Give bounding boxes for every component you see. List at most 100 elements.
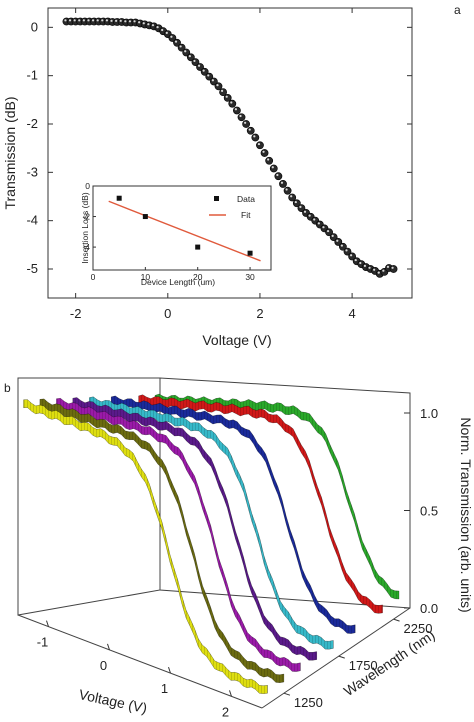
data-point-highlight bbox=[386, 265, 390, 268]
data-point-highlight bbox=[133, 20, 136, 23]
data-point-highlight bbox=[230, 101, 233, 104]
data-point-highlight bbox=[317, 222, 320, 225]
data-point-highlight bbox=[391, 266, 394, 269]
z-tick-label: 0.5 bbox=[420, 504, 438, 519]
x-tick-3d bbox=[46, 620, 49, 627]
x-tick-label: 2 bbox=[256, 306, 263, 321]
transmission-ribbon bbox=[138, 394, 383, 614]
data-point-highlight bbox=[234, 108, 238, 111]
floor-edge-left bbox=[17, 614, 263, 709]
data-point-highlight bbox=[373, 268, 376, 271]
3d-axis-ticks: 0.0 0.5 1.0 -1 0 1 2 1250 1750 2250 bbox=[37, 406, 438, 719]
y-tick-3d bbox=[393, 618, 400, 622]
data-point-highlight bbox=[308, 214, 311, 217]
data-point-highlight bbox=[377, 271, 380, 274]
data-point-highlight bbox=[147, 23, 150, 26]
data-point-highlight bbox=[91, 19, 95, 22]
data-point-highlight bbox=[248, 128, 251, 131]
data-point-highlight bbox=[151, 24, 155, 27]
data-point-highlight bbox=[179, 45, 182, 48]
y-tick-label: -2 bbox=[26, 116, 38, 131]
data-point-highlight bbox=[267, 158, 270, 161]
data-point-highlight bbox=[202, 69, 205, 72]
axis-ticks: -2 0 2 4 0 -1 -2 -3 -4 -5 bbox=[26, 8, 412, 321]
data-point-highlight bbox=[78, 19, 81, 22]
data-point-highlight bbox=[257, 142, 261, 146]
y-tick-label: -5 bbox=[26, 261, 38, 276]
data-point-highlight bbox=[101, 19, 104, 22]
x-tick-label-3d: -1 bbox=[37, 635, 49, 650]
x-tick-label: -2 bbox=[70, 306, 82, 321]
data-point bbox=[256, 141, 264, 150]
data-point-highlight bbox=[225, 95, 228, 98]
y-tick-3d bbox=[283, 692, 291, 696]
data-point-highlight bbox=[354, 258, 357, 262]
ribbon-texture bbox=[89, 396, 334, 650]
data-point bbox=[274, 172, 283, 181]
x-tick-label-3d: 0 bbox=[100, 658, 107, 673]
y-tick-label-3d: 1750 bbox=[349, 658, 378, 673]
y-tick-label-3d: 2250 bbox=[404, 621, 433, 636]
data-point-highlight bbox=[207, 74, 210, 77]
data-point-highlight bbox=[299, 205, 302, 208]
data-point-highlight bbox=[350, 254, 353, 257]
z-tick-label: 0.0 bbox=[420, 601, 438, 616]
ribbon-texture bbox=[56, 398, 301, 672]
panel-label-b: b bbox=[4, 381, 11, 395]
y-axis-label: Transmission (dB) bbox=[2, 96, 18, 209]
inset-axis-ticks: 0 10 20 30 0 -2 -4 bbox=[82, 181, 255, 282]
data-point-highlight bbox=[156, 26, 159, 29]
ribbon-texture bbox=[72, 397, 317, 661]
data-point-highlight bbox=[216, 84, 219, 87]
data-point-highlight bbox=[331, 234, 334, 237]
data-point-highlight bbox=[115, 19, 118, 22]
inset-y-tick-label: -4 bbox=[82, 242, 90, 252]
inset-fit-line bbox=[108, 200, 261, 262]
y-tick-label-3d: 1250 bbox=[294, 695, 323, 710]
data-point-highlight bbox=[110, 19, 113, 22]
data-point-highlight bbox=[119, 19, 122, 22]
data-point-highlight bbox=[184, 50, 187, 53]
x-tick-label-3d: 2 bbox=[222, 704, 229, 719]
x-tick-3d bbox=[168, 666, 171, 674]
data-point-highlight bbox=[368, 266, 371, 269]
inset-y-tick-label: 0 bbox=[85, 181, 90, 191]
legend-data-label: Data bbox=[237, 194, 255, 204]
y-tick-label: -4 bbox=[26, 213, 38, 228]
data-point bbox=[233, 106, 241, 115]
inset-frame bbox=[92, 185, 272, 271]
data-point-highlight bbox=[68, 19, 72, 22]
z-tick-label: 1.0 bbox=[420, 406, 438, 421]
y-tick-3d bbox=[338, 655, 345, 659]
panel-label-a: a bbox=[454, 3, 461, 17]
data-point-highlight bbox=[128, 20, 132, 23]
data-point-highlight bbox=[345, 249, 348, 252]
x-tick-label-3d: 1 bbox=[161, 681, 168, 696]
y-tick-label: 0 bbox=[31, 19, 38, 34]
data-point-highlight bbox=[142, 22, 145, 25]
data-point-highlight bbox=[188, 55, 191, 58]
z-axis-label: Norm. Transmission (arb. units) bbox=[458, 417, 474, 612]
data-point-highlight bbox=[276, 173, 279, 177]
inset-chart: 0 10 20 30 0 -2 -4 Data Fit Insertion Loss (dB… bbox=[80, 181, 272, 287]
data-point-highlight bbox=[285, 188, 288, 191]
data-point bbox=[269, 164, 278, 173]
inset-x-tick-label: 30 bbox=[245, 272, 255, 282]
data-point-highlight bbox=[220, 89, 224, 92]
data-point-highlight bbox=[313, 218, 316, 221]
data-point bbox=[237, 113, 246, 122]
data-point bbox=[279, 180, 287, 188]
data-point-highlight bbox=[363, 264, 367, 267]
data-point-highlight bbox=[262, 150, 265, 153]
inset-x-tick-label: 0 bbox=[91, 272, 96, 282]
inset-data-point bbox=[116, 195, 122, 201]
data-point-highlight bbox=[322, 226, 325, 229]
inset-data-point bbox=[142, 214, 148, 220]
transmission-ribbons bbox=[23, 393, 400, 694]
data-point-highlight bbox=[96, 19, 99, 22]
data-point-highlight bbox=[326, 229, 330, 233]
data-point-highlight bbox=[303, 210, 307, 213]
data-point bbox=[251, 133, 260, 142]
inset-x-axis-label: Device Length (um) bbox=[141, 277, 215, 287]
data-point-highlight bbox=[138, 21, 141, 24]
